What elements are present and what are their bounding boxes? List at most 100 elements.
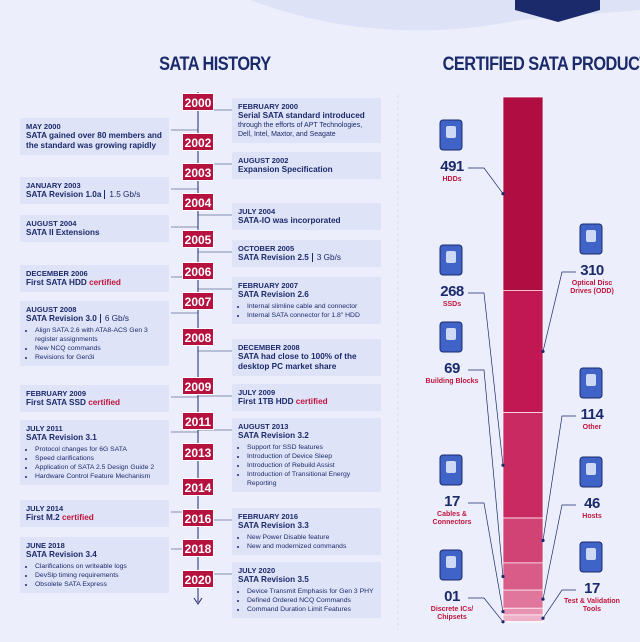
event-date: JULY 2014 xyxy=(26,504,64,513)
event-bullet: Align SATA 2.6 with ATA8-ACS Gen 3 regis… xyxy=(35,326,165,344)
event-highlight: certified xyxy=(89,278,121,287)
event-tag: 6 Gb/s xyxy=(99,314,129,323)
event-bullet: Command Duration Limit Features xyxy=(247,605,377,614)
event-bullet: Internal SATA connector for 1.8" HDD xyxy=(247,311,377,320)
product-connector xyxy=(542,415,576,541)
event-bullet: DevSlp timing requirements xyxy=(35,571,165,580)
connector-dot xyxy=(501,620,505,624)
connector-dot xyxy=(541,616,545,620)
event-date: JUNE 2018 xyxy=(26,541,65,550)
event-highlight: certified xyxy=(295,397,328,406)
event-title-text: SATA Revision 3.4 xyxy=(26,550,97,559)
event-card: AUGUST 2002 Expansion Specification xyxy=(232,152,381,179)
event-bullet: Clarifications on writeable logs xyxy=(35,562,165,571)
product-connector xyxy=(468,502,504,612)
event-bullet: Introduction of Device Sleep xyxy=(247,452,377,461)
product-label: Test & Validation Tools xyxy=(564,598,620,613)
year-box: 2006 xyxy=(182,262,214,280)
event-bullets: Device Transmit Emphasis for Gen 3 PHYDe… xyxy=(238,587,377,614)
event-title-text: Serial SATA standard introduced xyxy=(238,111,365,120)
product-count: 46 xyxy=(584,495,600,512)
event-title: SATA-IO was incorporated xyxy=(238,216,377,226)
year-box: 2000 xyxy=(182,93,214,111)
bar-segment xyxy=(502,614,544,622)
product-count: 114 xyxy=(580,406,604,423)
year-box: 2008 xyxy=(182,328,214,346)
event-title: Expansion Specification xyxy=(238,165,377,175)
event-title-text: SATA Revision 3.2 xyxy=(238,431,309,440)
product-icon-detail xyxy=(446,328,456,340)
bar-segment xyxy=(502,621,544,623)
event-title-text: First 1TB HDD xyxy=(238,397,294,406)
event-bullet: Revisions for Gen3i xyxy=(35,353,165,362)
event-date: JULY 2020 xyxy=(238,566,276,575)
bar-segment xyxy=(502,562,544,591)
product-connector xyxy=(542,589,576,619)
event-title: First 1TB HDD certified xyxy=(238,397,377,407)
connector-dot xyxy=(501,609,505,614)
product-label: Discrete ICs/ Chipsets xyxy=(430,606,474,621)
bar-segment xyxy=(502,589,544,609)
event-details: through the efforts of APT Technologies,… xyxy=(238,122,363,138)
event-bullet: Application of SATA 2.5 Design Guide 2 xyxy=(35,463,165,472)
product-connector xyxy=(468,292,504,466)
event-highlight: certified xyxy=(61,513,94,522)
event-title: SATA had close to 100% of the desktop PC… xyxy=(238,352,377,372)
product-connector xyxy=(468,167,504,194)
event-card: JULY 2009 First 1TB HDD certified xyxy=(232,384,381,411)
event-card: JANUARY 2003 SATA Revision 1.0a 1.5 Gb/s xyxy=(20,177,169,204)
product-icon-detail xyxy=(446,556,456,568)
product-icon-detail xyxy=(446,461,456,473)
event-title-text: SATA II Extensions xyxy=(26,228,100,237)
event-title-text: First M.2 xyxy=(26,513,60,522)
event-date: JULY 2004 xyxy=(238,207,276,216)
event-bullets: Protocol changes for 6G SATASpeed clarif… xyxy=(26,445,165,481)
product-icon-detail xyxy=(586,374,596,386)
event-date: MAY 2000 xyxy=(26,122,61,131)
event-date: DECEMBER 2008 xyxy=(238,343,300,352)
event-highlight: certified xyxy=(88,398,121,407)
event-title: SATA Revision 3.1 xyxy=(26,433,165,443)
event-title: SATA Revision 2.6 xyxy=(238,290,377,300)
event-title: SATA Revision 2.5 3 Gb/s xyxy=(238,253,377,263)
event-title: SATA Revision 3.4 xyxy=(26,550,165,560)
event-bullets: New Power Disable featureNew and moderni… xyxy=(238,533,377,551)
event-date: JANUARY 2003 xyxy=(26,181,81,190)
event-bullet: New Power Disable feature xyxy=(247,533,377,542)
year-box: 2013 xyxy=(182,443,214,461)
product-icon-detail xyxy=(586,548,596,560)
connector-dot xyxy=(501,192,505,196)
year-box: 2007 xyxy=(182,292,214,310)
product-icon-detail xyxy=(586,230,596,242)
event-date: AUGUST 2013 xyxy=(238,422,289,431)
event-title-text: SATA Revision 3.0 xyxy=(26,314,97,323)
event-card: OCTOBER 2005 SATA Revision 2.5 3 Gb/s xyxy=(232,240,381,267)
event-date: AUGUST 2004 xyxy=(26,219,77,228)
bar-segment xyxy=(502,412,544,519)
event-date: FEBRUARY 2007 xyxy=(238,281,299,290)
event-title-text: First SATA HDD xyxy=(26,278,87,287)
event-date: JULY 2009 xyxy=(238,388,276,397)
event-bullets: Align SATA 2.6 with ATA8-ACS Gen 3 regis… xyxy=(26,326,165,362)
connector-dot xyxy=(541,538,545,543)
product-count: 01 xyxy=(444,588,460,605)
product-count: 491 xyxy=(440,158,464,175)
event-title-text: SATA Revision 2.5 xyxy=(238,253,309,262)
event-bullet: Hardware Control Feature Mechanism xyxy=(35,472,165,481)
year-box: 2018 xyxy=(182,539,214,557)
product-label: HDDs xyxy=(442,176,462,183)
event-tag: 1.5 Gb/s xyxy=(104,190,141,199)
event-date: DECEMBER 2006 xyxy=(26,269,88,278)
event-bullet: Internal slimline cable and connector xyxy=(247,302,377,311)
year-box: 2011 xyxy=(182,412,214,430)
event-title: Serial SATA standard introduced xyxy=(238,111,377,121)
event-title-text: SATA had close to 100% of the desktop PC… xyxy=(238,352,357,371)
event-title-text: SATA Revision 2.6 xyxy=(238,290,309,299)
